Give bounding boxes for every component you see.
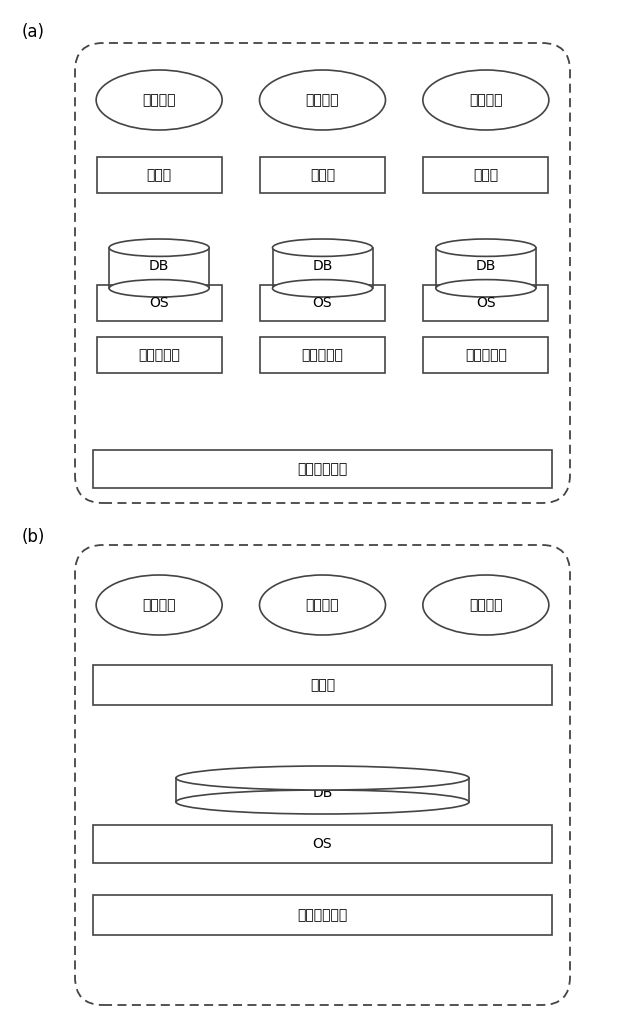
Bar bbox=[423, 285, 548, 321]
Text: OS: OS bbox=[313, 837, 332, 851]
Ellipse shape bbox=[109, 280, 209, 298]
Bar bbox=[93, 895, 552, 935]
Text: テナント: テナント bbox=[306, 93, 339, 107]
Text: 仲想マシン: 仲想マシン bbox=[465, 348, 507, 362]
Ellipse shape bbox=[259, 70, 385, 130]
Text: アプリ: アプリ bbox=[474, 168, 499, 182]
Text: DB: DB bbox=[312, 786, 333, 800]
Text: 仲想マシン: 仲想マシン bbox=[301, 348, 344, 362]
Text: アプリ: アプリ bbox=[310, 168, 335, 182]
Bar bbox=[93, 665, 552, 705]
Bar bbox=[97, 337, 221, 373]
Bar bbox=[109, 248, 209, 288]
Bar bbox=[260, 157, 385, 193]
Bar bbox=[423, 157, 548, 193]
Ellipse shape bbox=[273, 239, 372, 256]
Bar bbox=[423, 337, 548, 373]
Text: DB: DB bbox=[312, 259, 333, 273]
Ellipse shape bbox=[423, 575, 549, 635]
Bar bbox=[273, 248, 372, 288]
Text: ハードウェア: ハードウェア bbox=[298, 462, 348, 476]
Ellipse shape bbox=[176, 766, 469, 790]
Text: (a): (a) bbox=[22, 23, 45, 41]
Ellipse shape bbox=[423, 70, 549, 130]
Text: アプリ: アプリ bbox=[310, 678, 335, 692]
Text: DB: DB bbox=[149, 259, 170, 273]
Text: 仲想マシン: 仲想マシン bbox=[138, 348, 180, 362]
Ellipse shape bbox=[176, 790, 469, 814]
Text: DB: DB bbox=[476, 259, 496, 273]
Text: アプリ: アプリ bbox=[147, 168, 172, 182]
Text: テナント: テナント bbox=[306, 598, 339, 612]
Text: OS: OS bbox=[313, 296, 332, 310]
Ellipse shape bbox=[96, 70, 222, 130]
Bar bbox=[97, 285, 221, 321]
Bar bbox=[436, 248, 536, 288]
Text: テナント: テナント bbox=[143, 598, 176, 612]
Text: OS: OS bbox=[476, 296, 495, 310]
Text: OS: OS bbox=[149, 296, 169, 310]
Ellipse shape bbox=[273, 280, 372, 298]
Bar bbox=[93, 450, 552, 488]
Ellipse shape bbox=[436, 280, 536, 298]
Text: テナント: テナント bbox=[143, 93, 176, 107]
Text: テナント: テナント bbox=[469, 598, 502, 612]
Ellipse shape bbox=[109, 239, 209, 256]
Text: (b): (b) bbox=[22, 528, 45, 546]
Bar bbox=[93, 825, 552, 863]
Ellipse shape bbox=[259, 575, 385, 635]
Ellipse shape bbox=[436, 239, 536, 256]
Bar bbox=[260, 337, 385, 373]
Bar bbox=[97, 157, 221, 193]
Ellipse shape bbox=[96, 575, 222, 635]
Bar bbox=[260, 285, 385, 321]
Text: ハードウェア: ハードウェア bbox=[298, 908, 348, 922]
Text: テナント: テナント bbox=[469, 93, 502, 107]
Bar bbox=[176, 778, 469, 802]
